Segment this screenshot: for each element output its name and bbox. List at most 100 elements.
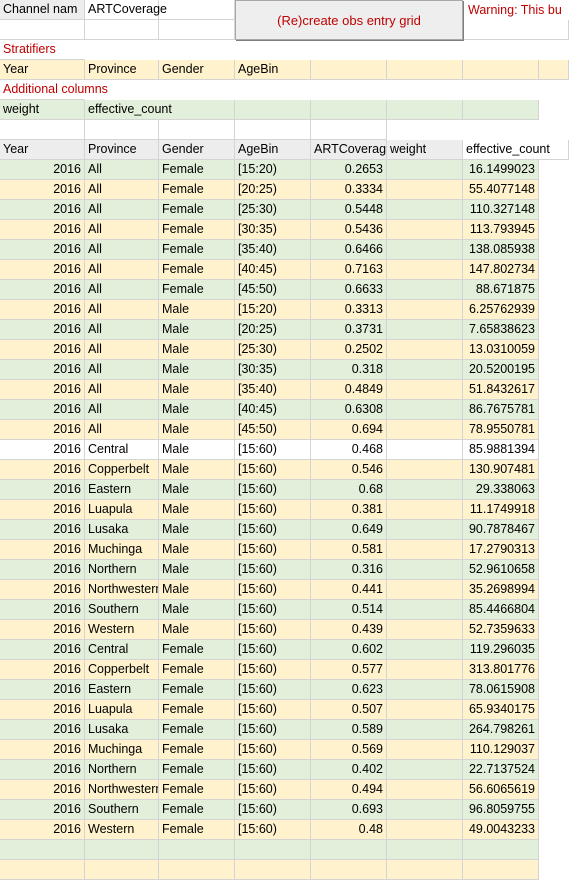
- agebin-cell[interactable]: [30:35): [235, 360, 311, 380]
- province-cell[interactable]: All: [85, 260, 159, 280]
- additional-cell[interactable]: effective_count: [85, 100, 235, 120]
- artcoverage-cell[interactable]: 0.3334: [311, 180, 387, 200]
- weight-cell[interactable]: [387, 400, 463, 420]
- empty-cell[interactable]: [311, 100, 387, 120]
- weight-cell[interactable]: [387, 700, 463, 720]
- weight-cell[interactable]: [387, 220, 463, 240]
- weight-cell[interactable]: [387, 200, 463, 220]
- effective-count-cell[interactable]: 6.25762939: [463, 300, 539, 320]
- weight-cell[interactable]: [387, 760, 463, 780]
- year-cell[interactable]: 2016: [0, 800, 85, 820]
- artcoverage-cell[interactable]: 0.2653: [311, 160, 387, 180]
- year-cell[interactable]: 2016: [0, 320, 85, 340]
- province-cell[interactable]: Southern: [85, 600, 159, 620]
- artcoverage-cell[interactable]: 0.577: [311, 660, 387, 680]
- province-cell[interactable]: All: [85, 160, 159, 180]
- weight-cell[interactable]: [387, 260, 463, 280]
- agebin-cell[interactable]: [15:20): [235, 160, 311, 180]
- gender-cell[interactable]: Male: [159, 580, 235, 600]
- year-cell[interactable]: 2016: [0, 460, 85, 480]
- empty-cell[interactable]: [387, 60, 463, 80]
- recreate-grid-button[interactable]: (Re)create obs entry grid: [235, 0, 463, 40]
- province-cell[interactable]: All: [85, 300, 159, 320]
- stratifier-cell[interactable]: Gender: [159, 60, 235, 80]
- province-cell[interactable]: Southern: [85, 800, 159, 820]
- empty-cell[interactable]: [0, 20, 85, 40]
- weight-cell[interactable]: [387, 420, 463, 440]
- artcoverage-cell[interactable]: 0.3313: [311, 300, 387, 320]
- gender-cell[interactable]: Female: [159, 820, 235, 840]
- empty-cell[interactable]: [311, 860, 387, 880]
- weight-cell[interactable]: [387, 640, 463, 660]
- agebin-cell[interactable]: [40:45): [235, 400, 311, 420]
- province-cell[interactable]: All: [85, 420, 159, 440]
- agebin-cell[interactable]: [15:60): [235, 660, 311, 680]
- year-cell[interactable]: 2016: [0, 260, 85, 280]
- weight-cell[interactable]: [387, 600, 463, 620]
- weight-cell[interactable]: [387, 280, 463, 300]
- province-cell[interactable]: Central: [85, 440, 159, 460]
- empty-cell[interactable]: [0, 860, 85, 880]
- artcoverage-cell[interactable]: 0.6466: [311, 240, 387, 260]
- weight-cell[interactable]: [387, 740, 463, 760]
- weight-cell[interactable]: [387, 380, 463, 400]
- empty-cell[interactable]: [235, 840, 311, 860]
- year-cell[interactable]: 2016: [0, 400, 85, 420]
- effective-count-cell[interactable]: 78.0615908: [463, 680, 539, 700]
- effective-count-cell[interactable]: 88.671875: [463, 280, 539, 300]
- year-cell[interactable]: 2016: [0, 540, 85, 560]
- effective-count-cell[interactable]: 264.798261: [463, 720, 539, 740]
- artcoverage-cell[interactable]: 0.439: [311, 620, 387, 640]
- province-cell[interactable]: Copperbelt: [85, 660, 159, 680]
- province-cell[interactable]: Central: [85, 640, 159, 660]
- empty-cell[interactable]: [311, 60, 387, 80]
- agebin-cell[interactable]: [35:40): [235, 380, 311, 400]
- agebin-cell[interactable]: [15:60): [235, 680, 311, 700]
- empty-cell[interactable]: [235, 120, 311, 140]
- province-cell[interactable]: All: [85, 340, 159, 360]
- year-cell[interactable]: 2016: [0, 780, 85, 800]
- gender-cell[interactable]: Male: [159, 540, 235, 560]
- effective-count-cell[interactable]: 96.8059755: [463, 800, 539, 820]
- weight-cell[interactable]: [387, 340, 463, 360]
- province-cell[interactable]: Luapula: [85, 500, 159, 520]
- empty-cell[interactable]: [85, 840, 159, 860]
- province-cell[interactable]: Eastern: [85, 480, 159, 500]
- agebin-cell[interactable]: [15:60): [235, 520, 311, 540]
- year-cell[interactable]: 2016: [0, 680, 85, 700]
- effective-count-cell[interactable]: 52.9610658: [463, 560, 539, 580]
- empty-cell[interactable]: [387, 840, 463, 860]
- empty-cell[interactable]: [463, 860, 539, 880]
- gender-cell[interactable]: Female: [159, 180, 235, 200]
- weight-cell[interactable]: [387, 240, 463, 260]
- weight-cell[interactable]: [387, 180, 463, 200]
- province-cell[interactable]: All: [85, 200, 159, 220]
- effective-count-cell[interactable]: 22.7137524: [463, 760, 539, 780]
- empty-cell[interactable]: [311, 840, 387, 860]
- effective-count-cell[interactable]: 85.9881394: [463, 440, 539, 460]
- artcoverage-cell[interactable]: 0.546: [311, 460, 387, 480]
- agebin-cell[interactable]: [40:45): [235, 260, 311, 280]
- weight-cell[interactable]: [387, 460, 463, 480]
- empty-cell[interactable]: [159, 120, 235, 140]
- gender-cell[interactable]: Female: [159, 260, 235, 280]
- empty-cell[interactable]: [159, 860, 235, 880]
- weight-cell[interactable]: [387, 800, 463, 820]
- effective-count-cell[interactable]: 17.2790313: [463, 540, 539, 560]
- year-cell[interactable]: 2016: [0, 420, 85, 440]
- gender-cell[interactable]: Female: [159, 660, 235, 680]
- artcoverage-cell[interactable]: 0.6633: [311, 280, 387, 300]
- weight-cell[interactable]: [387, 320, 463, 340]
- province-cell[interactable]: All: [85, 360, 159, 380]
- province-cell[interactable]: Western: [85, 620, 159, 640]
- effective-count-cell[interactable]: 130.907481: [463, 460, 539, 480]
- artcoverage-cell[interactable]: 0.402: [311, 760, 387, 780]
- empty-cell[interactable]: [463, 60, 539, 80]
- province-cell[interactable]: Lusaka: [85, 720, 159, 740]
- year-cell[interactable]: 2016: [0, 560, 85, 580]
- column-header-agebin[interactable]: AgeBin: [235, 140, 311, 160]
- agebin-cell[interactable]: [20:25): [235, 180, 311, 200]
- column-header-weight[interactable]: weight: [387, 140, 463, 160]
- effective-count-cell[interactable]: 56.6065619: [463, 780, 539, 800]
- weight-cell[interactable]: [387, 560, 463, 580]
